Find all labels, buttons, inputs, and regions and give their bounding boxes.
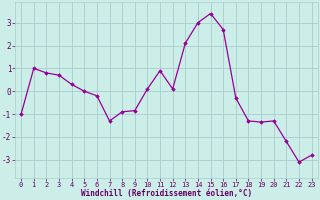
X-axis label: Windchill (Refroidissement éolien,°C): Windchill (Refroidissement éolien,°C) <box>81 189 252 198</box>
